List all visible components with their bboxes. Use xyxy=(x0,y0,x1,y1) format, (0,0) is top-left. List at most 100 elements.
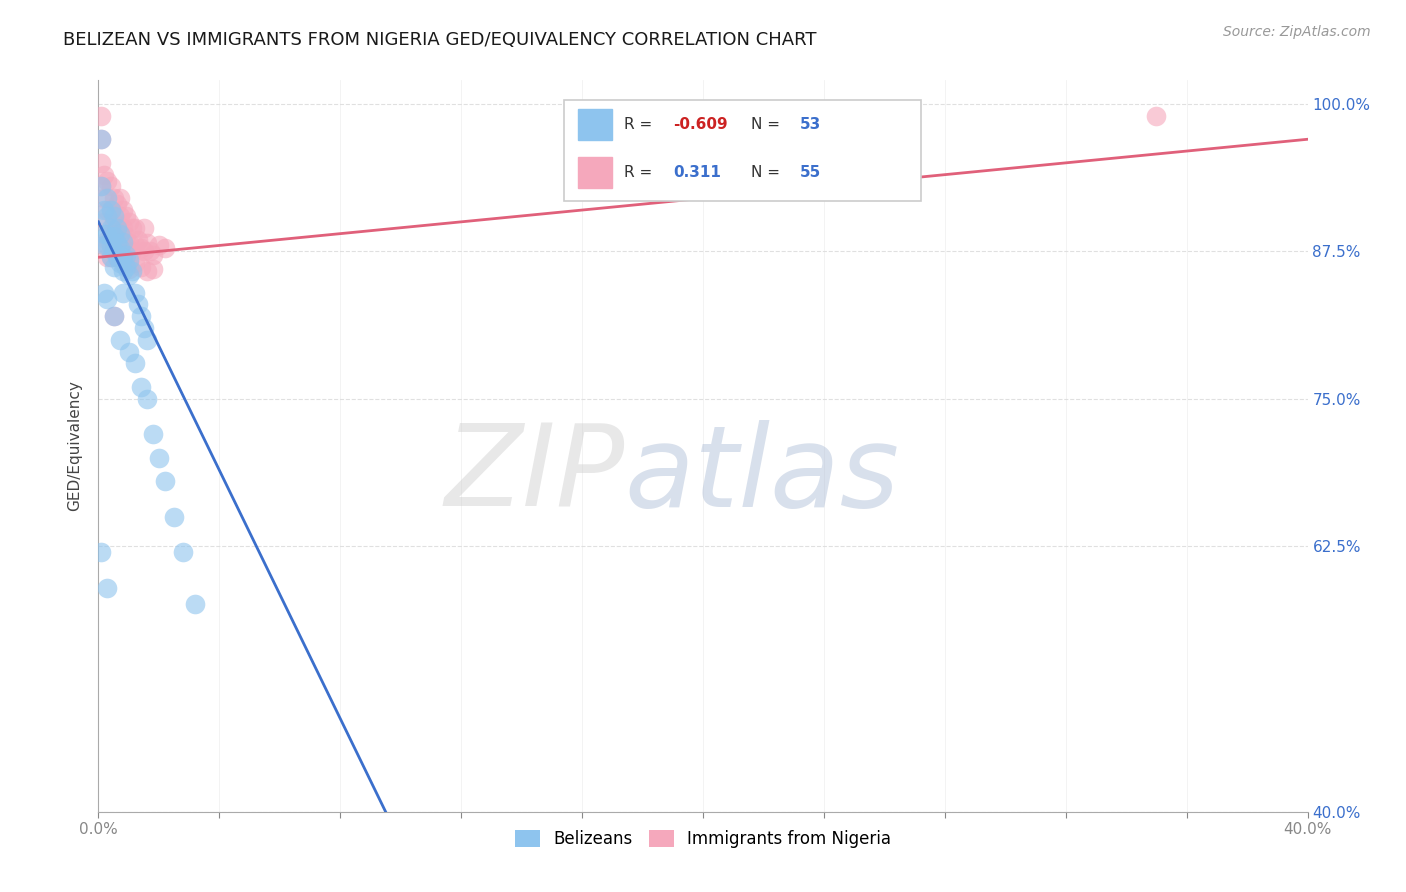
Point xyxy=(114,248,136,262)
Point xyxy=(132,220,155,235)
Point xyxy=(142,262,165,277)
Y-axis label: GED/Equivalency: GED/Equivalency xyxy=(67,381,83,511)
Point xyxy=(111,285,134,300)
Point xyxy=(93,215,115,229)
Point xyxy=(105,197,128,211)
Point xyxy=(105,250,128,264)
Point xyxy=(103,229,125,244)
Point xyxy=(114,260,136,274)
Point xyxy=(100,202,122,217)
Text: Source: ZipAtlas.com: Source: ZipAtlas.com xyxy=(1223,25,1371,39)
Point xyxy=(135,333,157,347)
Point xyxy=(142,248,165,262)
Point xyxy=(96,581,118,595)
Point xyxy=(100,220,122,235)
Bar xyxy=(578,109,613,139)
FancyBboxPatch shape xyxy=(564,100,921,201)
Point xyxy=(108,241,131,255)
Point xyxy=(114,229,136,244)
Point xyxy=(124,256,146,270)
Point xyxy=(118,215,141,229)
Point xyxy=(129,241,152,255)
Point xyxy=(108,191,131,205)
Point xyxy=(100,202,122,217)
Text: 0.311: 0.311 xyxy=(673,165,721,180)
Point xyxy=(135,392,157,406)
Point xyxy=(163,509,186,524)
Point xyxy=(103,244,125,259)
Point xyxy=(103,215,125,229)
Point xyxy=(108,209,131,223)
Point xyxy=(93,168,115,182)
Point xyxy=(96,233,118,247)
Point xyxy=(93,238,115,252)
Point xyxy=(132,321,155,335)
Point xyxy=(184,597,207,611)
Point xyxy=(103,191,125,205)
Point xyxy=(108,333,131,347)
Point xyxy=(111,235,134,249)
Point xyxy=(93,202,115,217)
Point xyxy=(100,250,122,264)
Point xyxy=(129,260,152,274)
Point xyxy=(129,310,152,324)
Point xyxy=(90,109,112,123)
Bar xyxy=(578,157,613,188)
Point xyxy=(93,191,115,205)
Point xyxy=(103,310,125,324)
Point xyxy=(118,268,141,282)
Point xyxy=(124,356,146,370)
Point xyxy=(111,202,134,217)
Point xyxy=(100,250,122,264)
Point xyxy=(114,209,136,223)
Point xyxy=(103,209,125,223)
Point xyxy=(93,227,115,241)
Point xyxy=(108,233,131,247)
Point xyxy=(111,264,134,278)
Point xyxy=(121,220,143,235)
Point xyxy=(132,244,155,259)
Point xyxy=(96,202,118,217)
Point xyxy=(96,209,118,223)
Point xyxy=(105,250,128,264)
Point xyxy=(124,285,146,300)
Point xyxy=(111,220,134,235)
Point xyxy=(124,220,146,235)
Point xyxy=(135,236,157,251)
Text: R =: R = xyxy=(624,117,658,132)
Point xyxy=(118,344,141,359)
Point xyxy=(103,238,125,252)
Point xyxy=(121,264,143,278)
Point xyxy=(93,238,115,252)
Text: -0.609: -0.609 xyxy=(673,117,727,132)
Point xyxy=(118,256,141,270)
Point xyxy=(100,179,122,194)
Point xyxy=(100,227,122,241)
Point xyxy=(172,545,194,559)
Point xyxy=(127,297,149,311)
Point xyxy=(105,236,128,251)
Point xyxy=(135,264,157,278)
Text: 53: 53 xyxy=(800,117,821,132)
Point xyxy=(90,132,112,146)
Point xyxy=(96,292,118,306)
Point xyxy=(103,260,125,274)
Point xyxy=(153,241,176,255)
Point xyxy=(142,427,165,442)
Point xyxy=(103,310,125,324)
Point xyxy=(118,236,141,251)
Point xyxy=(96,250,118,264)
Point xyxy=(90,179,112,194)
Point xyxy=(90,132,112,146)
Point xyxy=(111,250,134,264)
Point xyxy=(108,256,131,270)
Point xyxy=(139,244,162,259)
Text: atlas: atlas xyxy=(624,420,900,531)
Text: BELIZEAN VS IMMIGRANTS FROM NIGERIA GED/EQUIVALENCY CORRELATION CHART: BELIZEAN VS IMMIGRANTS FROM NIGERIA GED/… xyxy=(63,31,817,49)
Text: ZIP: ZIP xyxy=(444,420,624,531)
Point xyxy=(148,450,170,465)
Point xyxy=(90,179,112,194)
Text: 55: 55 xyxy=(800,165,821,180)
Point xyxy=(105,220,128,235)
Point xyxy=(105,220,128,235)
